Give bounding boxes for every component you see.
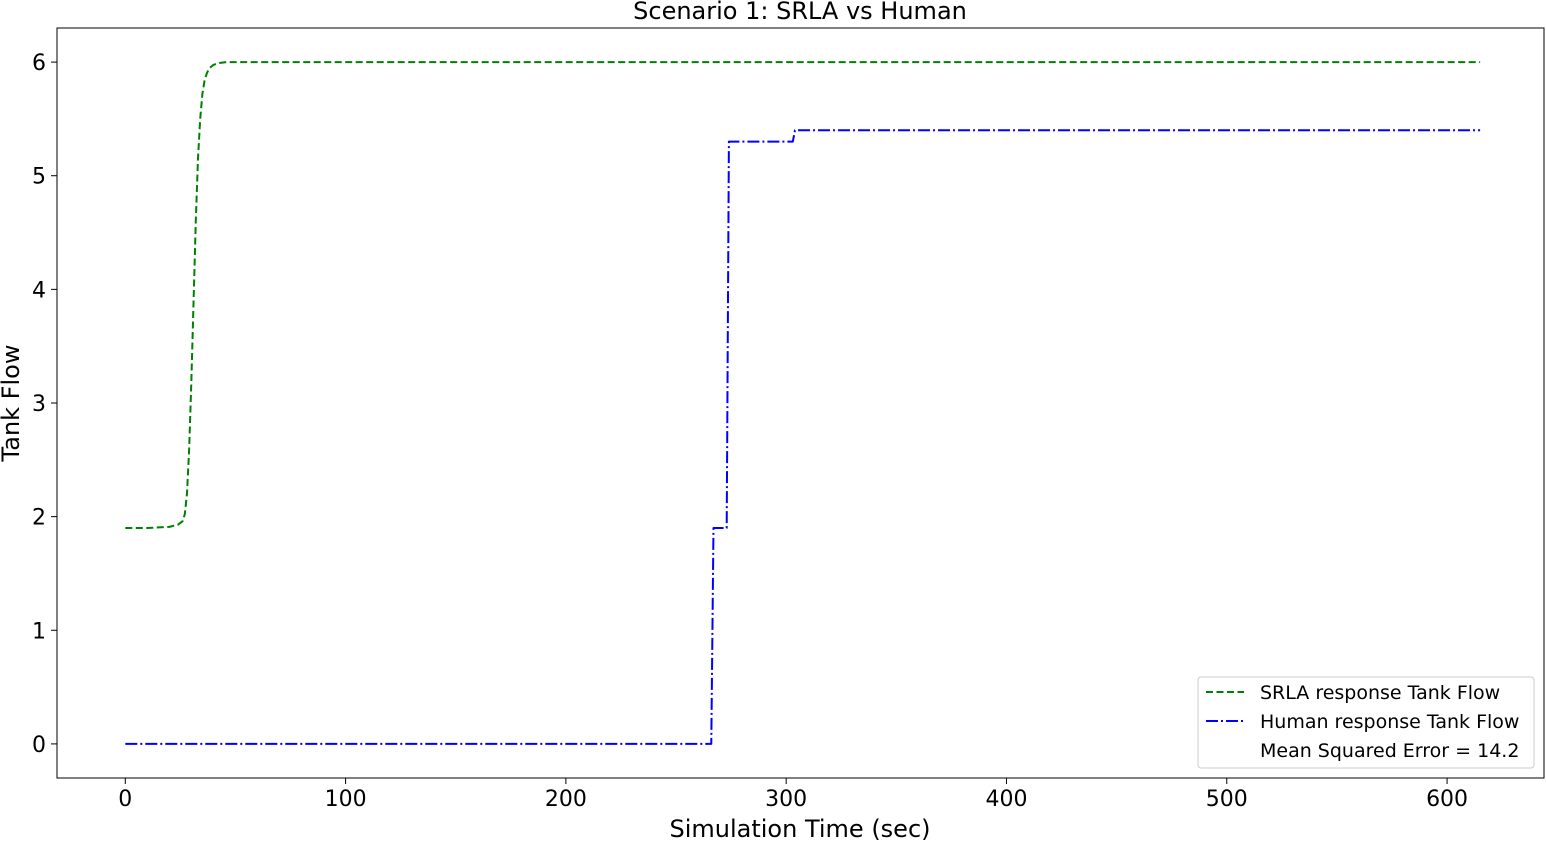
- y-tick-label: 1: [32, 619, 46, 644]
- y-axis-ticks: 0 1 2 3 4 5 6: [32, 51, 57, 758]
- y-tick-label: 5: [32, 165, 46, 190]
- series-line-srla: [125, 61, 1481, 529]
- series-layer: [125, 61, 1481, 745]
- legend-label-srla: SRLA response Tank Flow: [1260, 682, 1500, 704]
- x-axis-label: Simulation Time (sec): [669, 815, 930, 841]
- legend: SRLA response Tank Flow Human response T…: [1197, 676, 1535, 769]
- legend-label-human: Human response Tank Flow: [1260, 711, 1519, 733]
- x-tick-label: 500: [1206, 787, 1248, 812]
- x-tick-label: 600: [1426, 787, 1468, 812]
- x-tick-label: 300: [765, 787, 807, 812]
- y-tick-label: 2: [32, 506, 46, 531]
- y-axis-label: Tank Flow: [0, 345, 25, 463]
- x-tick-label: 200: [545, 787, 587, 812]
- x-tick-label: 400: [985, 787, 1027, 812]
- series-line-human: [125, 129, 1481, 745]
- legend-label-mse: Mean Squared Error = 14.2: [1260, 740, 1519, 762]
- y-tick-label: 3: [32, 392, 46, 417]
- chart-title: Scenario 1: SRLA vs Human: [633, 0, 967, 25]
- x-tick-label: 0: [118, 787, 132, 812]
- legend-box: [1197, 676, 1535, 769]
- y-tick-label: 6: [32, 51, 46, 76]
- y-tick-label: 4: [32, 278, 46, 303]
- x-axis-ticks: 0 100 200 300 400 500 600: [118, 778, 1468, 812]
- plot-area: [56, 27, 1545, 779]
- y-tick-label: 0: [32, 733, 46, 758]
- x-tick-label: 100: [325, 787, 367, 812]
